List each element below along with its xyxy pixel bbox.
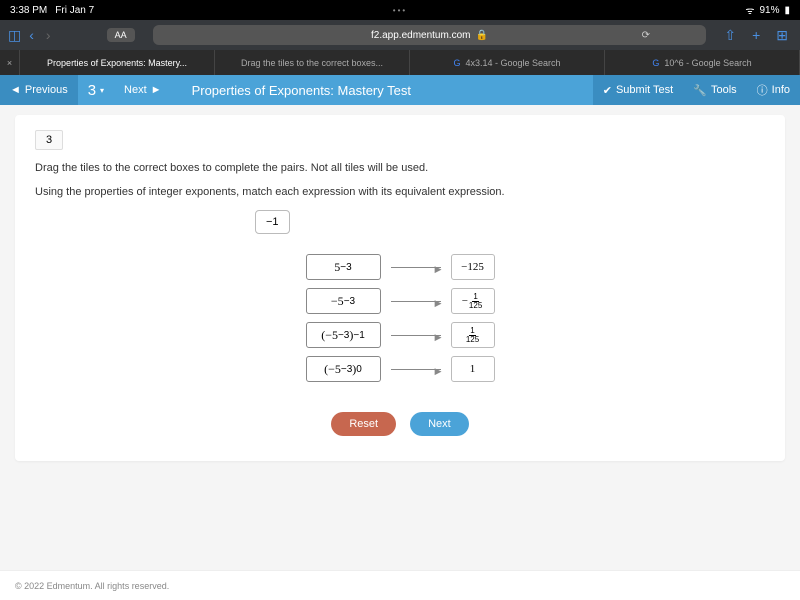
page-title: Properties of Exponents: Mastery Test [172, 83, 593, 98]
browser-tabs: × Properties of Exponents: Mastery... Dr… [0, 50, 800, 75]
expression-box[interactable]: 5−3 [306, 254, 381, 280]
instruction-2: Using the properties of integer exponent… [35, 186, 765, 198]
tab-1-label: Properties of Exponents: Mastery... [47, 58, 187, 68]
app-navigation-bar: ◄Previous 3▾ Next► Properties of Exponen… [0, 75, 800, 105]
copyright-text: © 2022 Edmentum. All rights reserved. [15, 581, 169, 591]
status-date: Fri Jan 7 [55, 5, 94, 16]
previous-button[interactable]: ◄Previous [0, 75, 78, 105]
instruction-1: Drag the tiles to the correct boxes to c… [35, 162, 765, 174]
next-button[interactable]: Next► [114, 75, 172, 105]
answer-drop-box[interactable]: 1125 [451, 322, 495, 348]
pair-row: −5−3 ▶ −1125 [306, 288, 495, 314]
ios-status-bar: 3:38 PM Fri Jan 7 ••• ᯤ 91% ▮ [0, 0, 800, 20]
tab-3[interactable]: G4x3.14 - Google Search [410, 50, 605, 75]
tab-2[interactable]: Drag the tiles to the correct boxes... [215, 50, 410, 75]
tab-1[interactable]: Properties of Exponents: Mastery... [20, 50, 215, 75]
info-label: Info [772, 84, 790, 96]
pairs-container: 5−3 ▶ −125 −5−3 ▶ −1125 (−5−3)−1 ▶ 1125 (−5−3)0 ▶ 1 [35, 254, 765, 382]
text-size-button[interactable]: AA [107, 28, 135, 42]
tab-2-label: Drag the tiles to the correct boxes... [241, 58, 383, 68]
url-bar[interactable]: f2.app.edmentum.com 🔒 ⟳ [153, 25, 707, 45]
tab-4[interactable]: G10^6 - Google Search [605, 50, 800, 75]
pair-row: (−5−3)0 ▶ 1 [306, 356, 495, 382]
forward-icon[interactable]: › [46, 27, 51, 43]
content-area: 3 Drag the tiles to the correct boxes to… [0, 105, 800, 570]
lock-icon: 🔒 [475, 30, 487, 41]
new-tab-icon[interactable]: + [752, 27, 760, 44]
tabs-grid-icon[interactable]: ⊞ [776, 27, 788, 44]
arrow-icon: ▶ [391, 267, 441, 268]
sidebar-icon[interactable]: ◫ [8, 27, 21, 44]
info-button[interactable]: ⓘInfo [747, 75, 800, 105]
pair-row: 5−3 ▶ −125 [306, 254, 495, 280]
multitask-dots[interactable]: ••• [393, 6, 407, 15]
question-selector[interactable]: 3▾ [78, 75, 114, 105]
expression-box[interactable]: (−5−3)0 [306, 356, 381, 382]
reload-icon[interactable]: ⟳ [642, 30, 650, 41]
url-text: f2.app.edmentum.com [371, 30, 471, 41]
submit-label: Submit Test [616, 84, 673, 96]
answer-drop-box[interactable]: −1125 [451, 288, 495, 314]
share-icon[interactable]: ⇧ [724, 27, 736, 44]
pair-row: (−5−3)−1 ▶ 1125 [306, 322, 495, 348]
tools-button[interactable]: 🔧Tools [683, 75, 746, 105]
next-label: Next [124, 84, 147, 96]
status-time: 3:38 PM [10, 5, 47, 16]
tab-3-label: 4x3.14 - Google Search [465, 58, 560, 68]
previous-label: Previous [25, 84, 68, 96]
question-number: 3 [35, 130, 63, 150]
battery-icon: ▮ [784, 5, 790, 16]
tools-label: Tools [711, 84, 737, 96]
expression-box[interactable]: (−5−3)−1 [306, 322, 381, 348]
arrow-icon: ▶ [391, 301, 441, 302]
browser-toolbar: ◫ ‹ › AA f2.app.edmentum.com 🔒 ⟳ ⇧ + ⊞ [0, 20, 800, 50]
page-footer: © 2022 Edmentum. All rights reserved. [0, 570, 800, 600]
arrow-icon: ▶ [391, 335, 441, 336]
arrow-icon: ▶ [391, 369, 441, 370]
next-question-button[interactable]: Next [410, 412, 469, 436]
tab-4-label: 10^6 - Google Search [664, 58, 751, 68]
draggable-tile[interactable]: −1 [255, 210, 290, 234]
close-tab-icon[interactable]: × [0, 50, 20, 75]
answer-drop-box[interactable]: −125 [451, 254, 495, 280]
submit-test-button[interactable]: ✔Submit Test [593, 75, 684, 105]
question-card: 3 Drag the tiles to the correct boxes to… [15, 115, 785, 461]
expression-box[interactable]: −5−3 [306, 288, 381, 314]
battery-percent: 91% [759, 5, 779, 16]
current-question-num: 3 [88, 82, 96, 99]
back-icon[interactable]: ‹ [29, 27, 34, 43]
reset-button[interactable]: Reset [331, 412, 396, 436]
answer-drop-box[interactable]: 1 [451, 356, 495, 382]
wifi-icon: ᯤ [745, 3, 754, 17]
